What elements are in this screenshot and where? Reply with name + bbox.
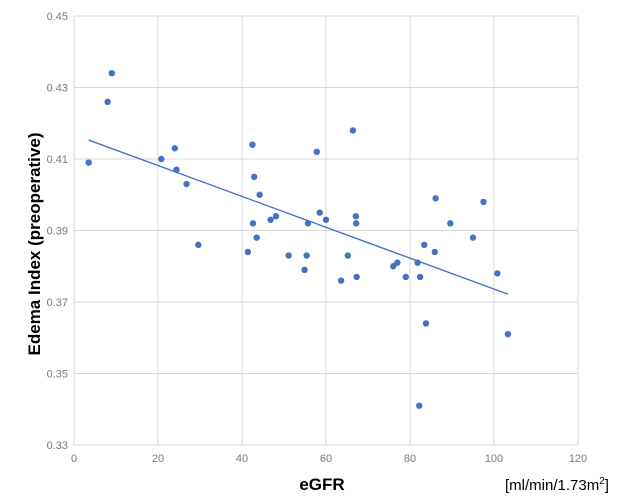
data-point-28 (353, 273, 360, 281)
y-tick-label-3: 0.39 (47, 226, 68, 238)
data-point-26 (352, 213, 360, 220)
data-point-24 (344, 252, 352, 259)
x-tick-label-6: 120 (569, 453, 587, 465)
data-point-36 (422, 320, 430, 327)
y-tick-label-0: 0.33 (47, 440, 68, 452)
data-point-42 (494, 270, 501, 277)
data-point-15 (272, 213, 280, 220)
x-axis-unit: [ml/min/1.73m2] (505, 476, 609, 494)
data-point-23 (337, 277, 345, 284)
data-point-7 (195, 241, 202, 248)
data-point-13 (256, 191, 263, 198)
trendline-group (88, 139, 509, 295)
x-tick-label-5: 100 (485, 453, 503, 465)
x-tick-label-4: 80 (404, 453, 416, 465)
data-point-9 (249, 141, 256, 148)
unit-superscript: 2 (599, 476, 605, 487)
data-point-40 (469, 234, 477, 241)
data-point-10 (249, 220, 257, 227)
grid-lines (73, 15, 579, 446)
trendline (88, 139, 509, 295)
x-tick-label-0: 0 (71, 453, 77, 465)
x-axis-title: eGFR (299, 475, 344, 494)
data-point-39 (447, 220, 454, 227)
y-tick-label-4: 0.41 (47, 154, 68, 166)
data-point-6 (183, 180, 190, 188)
y-tick-labels: 0.33 0.35 0.37 0.39 0.41 0.43 0.45 (47, 11, 68, 452)
data-point-12 (253, 234, 260, 241)
data-point-20 (313, 148, 320, 156)
data-point-35 (421, 241, 428, 248)
data-point-8 (244, 248, 252, 256)
y-tick-label-1: 0.35 (47, 369, 68, 381)
data-point-33 (416, 402, 423, 409)
y-axis-title: Edema Index (preoperative) (25, 133, 44, 356)
data-point-3 (158, 155, 165, 163)
x-tick-label-1: 20 (152, 453, 164, 465)
data-point-30 (394, 259, 401, 266)
data-point-31 (402, 273, 409, 281)
data-point-1 (104, 98, 111, 106)
data-point-14 (267, 216, 274, 223)
data-point-21 (316, 209, 323, 216)
data-point-0 (85, 159, 92, 166)
data-point-37 (431, 248, 438, 256)
data-point-43 (504, 330, 512, 338)
data-point-4 (171, 145, 178, 152)
y-tick-label-6: 0.45 (47, 11, 68, 23)
y-tick-label-2: 0.37 (47, 297, 68, 309)
x-tick-label-2: 40 (236, 453, 248, 465)
data-point-18 (303, 252, 310, 259)
data-point-29 (390, 263, 397, 270)
data-point-17 (301, 266, 308, 274)
x-tick-labels: 0 20 40 60 80 100 120 (71, 453, 587, 465)
data-point-22 (322, 216, 330, 223)
unit-suffix: ] (605, 477, 609, 494)
unit-prefix: [ml/min/1.73m (505, 477, 599, 494)
y-tick-label-5: 0.43 (47, 83, 68, 95)
data-point-2 (108, 70, 116, 77)
data-point-41 (480, 198, 487, 206)
data-point-11 (250, 173, 258, 181)
data-point-34 (416, 273, 424, 281)
data-point-38 (432, 195, 439, 202)
data-point-16 (285, 252, 292, 259)
data-point-27 (353, 220, 360, 227)
data-points (85, 70, 512, 409)
data-point-25 (349, 127, 357, 134)
x-tick-label-3: 60 (320, 453, 332, 465)
